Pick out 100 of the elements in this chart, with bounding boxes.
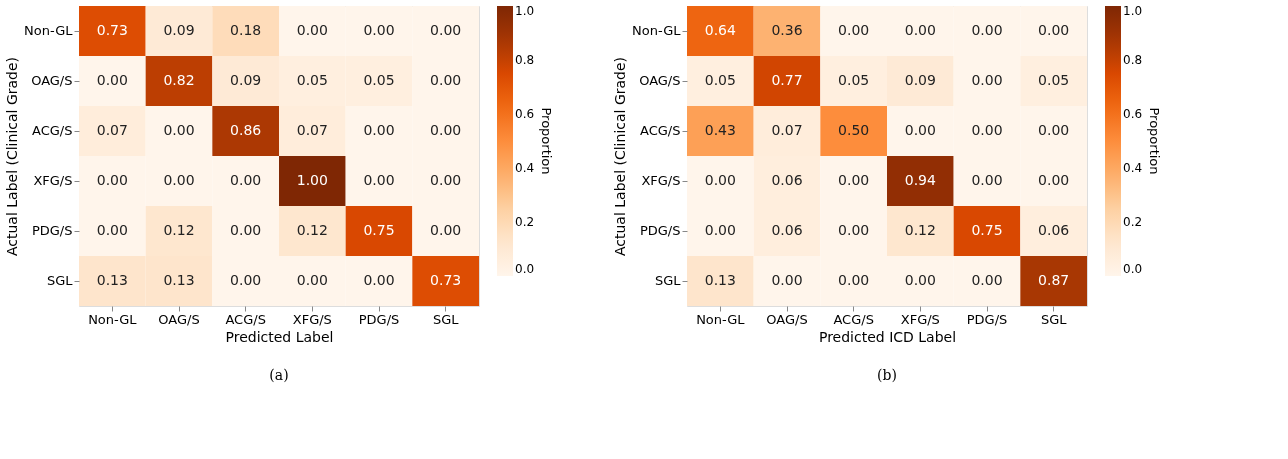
x-tick-label: PDG/S (966, 311, 1008, 327)
data-label: 0.00 (904, 122, 936, 138)
data-label: 0.00 (1038, 172, 1070, 188)
data-label: 0.09 (904, 72, 936, 88)
data-label: 0.00 (96, 72, 128, 88)
data-label: 0.00 (363, 272, 395, 288)
data-label: 0.06 (1038, 222, 1070, 238)
data-label: 0.43 (704, 122, 736, 138)
data-label: 0.00 (96, 222, 128, 238)
data-label: 0.00 (296, 22, 328, 38)
x-axis-title: Predicted Label (225, 328, 334, 345)
data-label: 0.13 (163, 272, 195, 288)
x-tick-label: Non-GL (696, 311, 746, 327)
data-label: 0.00 (838, 222, 870, 238)
x-tick-label: SGL (1040, 311, 1068, 327)
data-label: 0.86 (230, 122, 262, 138)
data-label: 0.13 (704, 272, 736, 288)
color-bar-label: 1.0 (515, 4, 535, 18)
data-label: 0.73 (96, 22, 128, 38)
data-label: 0.00 (971, 72, 1003, 88)
color-bar-label: 1.0 (1123, 4, 1143, 18)
x-tick-label: PDG/S (358, 311, 400, 327)
data-label: 0.12 (163, 222, 195, 238)
data-label: 0.00 (430, 72, 462, 88)
data-label: 0.75 (363, 222, 395, 238)
data-label: 0.13 (96, 272, 128, 288)
data-label: 0.05 (704, 72, 736, 88)
color-bar-label: 0.2 (515, 215, 535, 229)
data-label: 0.05 (1038, 72, 1070, 88)
color-bar-label: 0.4 (515, 161, 535, 175)
data-label: 0.00 (1038, 122, 1070, 138)
color-bar-label: 0.0 (1123, 262, 1143, 276)
text: (a) (269, 367, 289, 383)
data-label: 0.07 (771, 122, 803, 138)
color-bar-title: Proportion (539, 107, 554, 175)
data-label: 0.00 (1038, 22, 1070, 38)
x-tick-label: OAG/S (158, 311, 200, 327)
data-label: 0.05 (838, 72, 870, 88)
y-tick-label: PDG/S (639, 223, 681, 238)
y-tick-label: XFG/S (33, 173, 73, 188)
color-bar-label: 0.4 (1123, 161, 1143, 175)
data-label: 0.36 (771, 22, 803, 38)
data-label: 0.00 (971, 172, 1003, 188)
data-label: 0.00 (838, 22, 870, 38)
data-label: 0.00 (430, 222, 462, 238)
data-label: 0.00 (430, 122, 462, 138)
data-label: 0.00 (971, 22, 1003, 38)
data-label: 0.18 (230, 22, 262, 38)
y-tick-label: OAG/S (31, 73, 73, 88)
color-bar-label: 0.6 (515, 107, 535, 121)
data-label: 0.82 (163, 72, 195, 88)
data-label: 0.00 (704, 172, 736, 188)
y-axis-title: Actual Label (Clinical Grade) (612, 56, 629, 257)
y-axis-title: Actual Label (Clinical Grade) (4, 56, 21, 257)
data-label: 0.50 (838, 122, 870, 138)
x-tick-label: ACG/S (225, 311, 266, 327)
data-label: 0.00 (838, 272, 870, 288)
data-label: 0.09 (163, 22, 195, 38)
data-label: 0.05 (296, 72, 328, 88)
data-label: 0.00 (163, 172, 195, 188)
data-label: 0.00 (430, 172, 462, 188)
y-tick-label: ACG/S (32, 123, 73, 138)
x-tick-label: SGL (432, 311, 460, 327)
data-label: 0.00 (363, 122, 395, 138)
data-label: 0.12 (904, 222, 936, 238)
x-tick-label: ACG/S (833, 311, 874, 327)
y-tick-label: XFG/S (641, 173, 681, 188)
data-label: 0.00 (971, 272, 1003, 288)
x-tick-label: Non-GL (88, 311, 138, 327)
data-label: 0.07 (296, 122, 328, 138)
x-tick-label: XFG/S (900, 311, 940, 327)
x-tick-label: XFG/S (292, 311, 332, 327)
data-label: 0.00 (230, 222, 262, 238)
y-tick-label: PDG/S (31, 223, 73, 238)
data-label: 0.05 (363, 72, 395, 88)
y-tick-label: Non-GL (24, 23, 74, 38)
data-label: 0.09 (230, 72, 262, 88)
color-bar-label: 0.8 (515, 53, 535, 67)
data-label: 0.87 (1038, 272, 1070, 288)
color-bar-title: Proportion (1147, 107, 1162, 175)
data-label: 0.00 (971, 122, 1003, 138)
y-tick-label: Non-GL (632, 23, 682, 38)
data-label: 0.00 (904, 22, 936, 38)
text: (b) (877, 367, 897, 383)
y-tick-label: OAG/S (639, 73, 681, 88)
data-label: 0.06 (771, 222, 803, 238)
data-label: 0.75 (971, 222, 1003, 238)
color-bar-label: 0.8 (1123, 53, 1143, 67)
color-bar-label: 0.2 (1123, 215, 1143, 229)
data-label: 0.00 (838, 172, 870, 188)
data-label: 0.00 (363, 22, 395, 38)
data-label: 0.07 (96, 122, 128, 138)
data-label: 0.73 (430, 272, 462, 288)
data-label: 0.00 (704, 222, 736, 238)
y-tick-label: SGL (654, 273, 682, 288)
data-label: 0.00 (363, 172, 395, 188)
data-label: 0.77 (771, 72, 803, 88)
data-label: 0.00 (296, 272, 328, 288)
data-label: 1.00 (296, 172, 328, 188)
color-bar-label: 0.6 (1123, 107, 1143, 121)
